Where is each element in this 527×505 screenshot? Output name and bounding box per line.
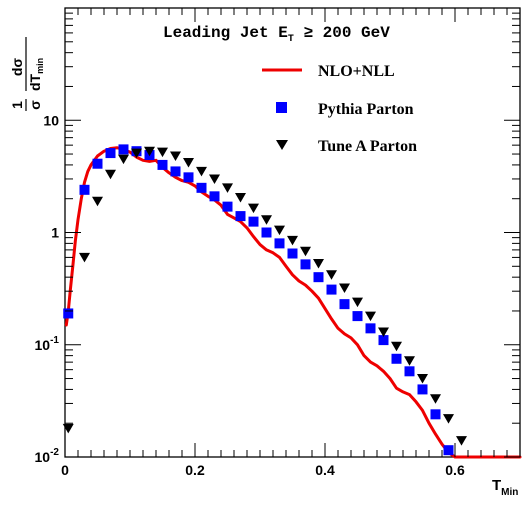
data-point-tunea [170, 151, 181, 162]
y-tick-label: 10-2 [35, 447, 60, 465]
y-tick-label: 10-1 [35, 335, 60, 353]
x-tick-label: 0.4 [315, 462, 335, 478]
legend: NLO+NLL Pythia Parton Tune A Parton [262, 63, 417, 155]
data-point-pythia [79, 184, 90, 195]
data-point-pythia [378, 335, 389, 346]
data-point-tunea [118, 154, 129, 165]
data-point-pythia [365, 323, 376, 334]
x-tick-label: 0.6 [445, 462, 465, 478]
x-axis-label-main: T [492, 477, 501, 494]
data-point-pythia [300, 259, 311, 270]
y-tick-label-exp: -1 [50, 335, 59, 346]
data-point-pythia [274, 238, 285, 249]
data-point-tunea [261, 215, 272, 225]
data-point-tunea [209, 174, 220, 184]
legend-label-nlo: NLO+NLL [318, 63, 395, 80]
data-point-tunea [339, 283, 350, 294]
x-axis-label: TMin [492, 477, 518, 498]
data-point-pythia [157, 159, 168, 170]
y-label-den: σ [27, 100, 43, 110]
data-point-tunea [235, 193, 246, 203]
x-axis-label-sub: Min [501, 487, 518, 498]
series-layer [62, 144, 522, 459]
legend-label-tunea: Tune A Parton [318, 138, 417, 155]
data-point-pythia [326, 284, 337, 295]
data-point-pythia [404, 366, 415, 377]
chart-title: Leading Jet ET ≥ 200 GeV [163, 24, 390, 45]
y-tick-label: 10 [43, 112, 59, 128]
data-point-pythia [209, 191, 220, 202]
data-point-tunea [62, 423, 74, 434]
x-tick-label: 0 [61, 462, 69, 478]
y-tick-label-base: 10 [35, 449, 51, 465]
data-point-pythia [313, 272, 324, 283]
y-label-dden-main: dT [27, 73, 43, 91]
data-point-pythia [261, 227, 272, 238]
chart-title-suffix: ≥ 200 GeV [294, 24, 390, 42]
data-point-pythia [118, 144, 129, 155]
data-point-tunea [222, 183, 233, 193]
data-point-tunea [443, 414, 454, 424]
data-point-tunea [456, 436, 467, 446]
chart-title-sub: T [288, 34, 294, 45]
data-point-pythia [183, 172, 194, 183]
y-tick-label-exp: -2 [50, 447, 59, 458]
data-point-tunea [157, 147, 168, 158]
data-point-tunea [92, 196, 103, 207]
y-label-num: 1 [9, 101, 25, 109]
data-point-pythia [443, 445, 454, 456]
y-axis-label: 1 σ dσ dTmin [9, 37, 45, 111]
data-point-pythia [339, 299, 350, 310]
data-point-tunea [196, 166, 207, 177]
data-point-tunea [131, 148, 142, 159]
y-label-dden: dTmin [27, 58, 45, 91]
y-label-dnum: dσ [9, 58, 25, 77]
data-point-tunea [274, 225, 285, 236]
data-point-pythia [352, 311, 363, 322]
data-point-pythia [105, 148, 116, 159]
data-point-tunea [79, 252, 90, 263]
data-point-pythia [63, 308, 74, 319]
x-tick-label: 0.2 [185, 462, 205, 478]
data-point-pythia [170, 166, 181, 177]
y-label-dden-sub: min [35, 58, 45, 74]
legend-triangle-swatch [276, 140, 288, 150]
data-point-tunea [183, 158, 194, 168]
data-point-pythia [391, 353, 402, 364]
y-tick-label-base: 10 [35, 337, 51, 353]
data-point-tunea [365, 311, 376, 322]
data-point-pythia [196, 182, 207, 193]
data-point-tunea [417, 374, 428, 384]
data-point-tunea [404, 356, 415, 366]
data-point-pythia [222, 201, 233, 212]
data-point-tunea [144, 146, 155, 157]
data-point-pythia [235, 211, 246, 222]
data-point-tunea [352, 297, 363, 308]
data-point-pythia [92, 158, 103, 169]
data-point-tunea [313, 258, 324, 269]
legend-square-swatch [276, 102, 287, 113]
data-point-pythia [430, 409, 441, 420]
y-tick-label: 1 [51, 225, 59, 241]
data-point-pythia [287, 248, 298, 259]
data-point-tunea [300, 246, 311, 257]
chart-title-main: Leading Jet E [163, 24, 288, 42]
data-point-tunea [326, 270, 337, 280]
data-point-tunea [248, 203, 259, 214]
data-point-tunea [378, 327, 389, 337]
legend-label-pythia: Pythia Parton [318, 101, 414, 118]
data-point-pythia [248, 216, 259, 227]
data-point-pythia [417, 384, 428, 395]
data-point-tunea [430, 394, 441, 404]
data-point-tunea [287, 235, 298, 246]
data-point-tunea [105, 169, 116, 180]
data-point-tunea [391, 341, 402, 352]
